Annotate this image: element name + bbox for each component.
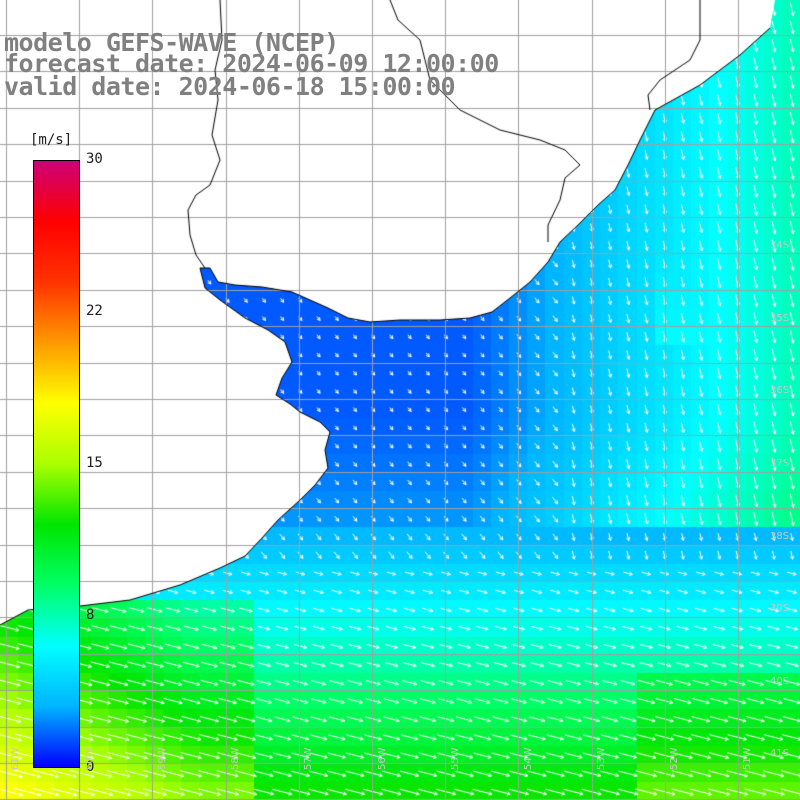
colorbar-tick: 8 [86,607,95,623]
model-title: modelo GEFS-WAVE (NCEP) [4,28,339,57]
colorbar-unit: [m/s] [30,132,73,148]
lon-label: 54W [523,747,534,770]
lon-label: 55W [450,747,461,770]
lon-label: 53W [596,747,607,770]
lat-label: 37S [770,458,790,469]
colorbar-tick: 22 [86,303,103,319]
lat-label: 35S [770,313,790,324]
lon-label: 51W [742,747,753,770]
lon-label: 59W [157,747,168,770]
lat-label: 39S [770,603,790,614]
lon-label: 60W [84,747,95,770]
lat-label: 40S [770,676,790,687]
lat-label: 41S [770,748,790,759]
valid-date: valid date: 2024-06-18 15:00:00 [4,72,456,101]
colorbar-tick: 15 [86,455,103,471]
lon-label: 61W [10,747,21,770]
lon-label: 52W [669,747,680,770]
lat-label: 34S [770,240,790,251]
lon-label: 58W [230,747,241,770]
lon-label: 56W [377,747,388,770]
lat-label: 38S [770,531,790,542]
colorbar-tick: 30 [86,151,103,167]
forecast-date: forecast date: 2024-06-09 12:00:00 [4,49,499,78]
colorbar [33,160,80,768]
lat-label: 36S [770,385,790,396]
colorbar-tick: 0 [86,759,95,775]
lon-label: 57W [303,747,314,770]
